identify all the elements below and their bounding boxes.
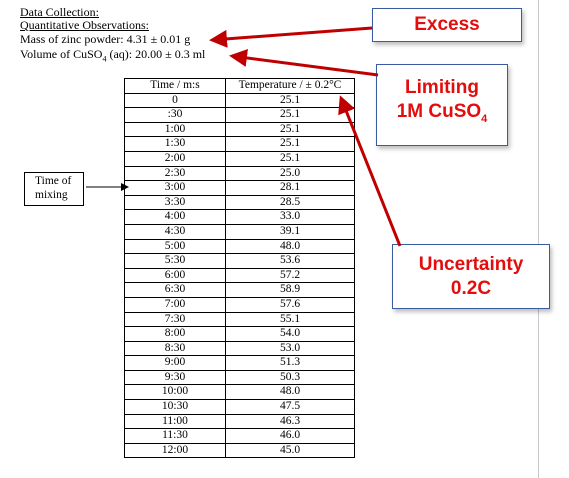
temperature-cell: 25.1 <box>225 92 355 109</box>
table-row: 6:00 57.2 <box>124 267 355 284</box>
time-cell: 6:30 <box>124 282 226 298</box>
callout-limiting: Limiting 1M CuSO4 <box>376 64 508 146</box>
table-body: 0 25.1:30 25.1 1:00 25.1 1:30 25.1 2:00 25.1 2:30… <box>124 92 355 459</box>
arrow-limiting <box>229 49 379 77</box>
subsection-title: Quantitative Observations: <box>20 18 149 32</box>
time-cell: 12:00 <box>124 442 226 459</box>
arrow-excess <box>209 26 373 48</box>
time-cell: 2:00 <box>124 150 226 167</box>
section-title: Data Collection: <box>20 5 99 19</box>
temperature-cell: 45.0 <box>225 442 355 459</box>
temperature-cell: 28.5 <box>225 194 355 211</box>
table-row: 12:00 45.0 <box>124 442 355 459</box>
callout-excess: Excess <box>372 8 522 42</box>
time-of-mixing-label: Time of mixing <box>24 172 84 206</box>
arrow-uncertainty <box>338 95 402 247</box>
note-line2: mixing <box>35 189 68 201</box>
callout-uncertainty-line1: Uncertainty <box>418 254 524 275</box>
table-row: 6:30 58.9 <box>124 282 355 298</box>
callout-uncertainty: Uncertainty 0.2C <box>392 244 550 309</box>
temperature-cell: 54.0 <box>225 326 355 342</box>
table-row: 4:30 39.1 <box>124 223 355 240</box>
callout-excess-text: Excess <box>414 14 480 35</box>
temperature-cell: 25.1 <box>225 107 355 123</box>
callout-limiting-line1: Limiting <box>405 77 479 98</box>
time-cell: 7:30 <box>124 311 226 328</box>
mass-line: Mass of zinc powder: 4.31 ± 0.01 g <box>20 32 191 46</box>
temperature-table: Time / m:s Temperature / ± 0.2°C 0 25.1:3… <box>124 78 355 459</box>
time-cell: 5:30 <box>124 253 226 269</box>
temperature-cell: 50.3 <box>225 369 355 386</box>
temperature-cell: 53.0 <box>225 340 355 357</box>
table-header-row: Time / m:s Temperature / ± 0.2°C <box>124 78 355 94</box>
table-row: 4:00 33.0 <box>124 209 355 225</box>
table-row: 8:00 54.0 <box>124 326 355 342</box>
volume-prefix: Volume of CuSO <box>20 47 103 61</box>
table-row: 0 25.1 <box>124 92 355 109</box>
note-line1: Time of <box>35 175 72 187</box>
time-cell: 4:00 <box>124 209 226 225</box>
table-row: 3:00 28.1 <box>124 180 355 196</box>
table-row: 2:30 25.0 <box>124 165 355 182</box>
volume-line: Volume of CuSO4 (aq): 20.00 ± 0.3 ml <box>20 47 205 66</box>
table-row: 10:30 47.5 <box>124 399 355 415</box>
callout-uncertainty-line2: 0.2C <box>450 278 492 299</box>
volume-sub: 4 <box>102 54 107 64</box>
callout-limiting-cuso: 1M CuSO <box>396 101 482 122</box>
table-row: :30 25.1 <box>124 107 355 123</box>
col-temp-header: Temperature / ± 0.2°C <box>225 78 355 94</box>
volume-suffix: (aq): 20.00 ± 0.3 ml <box>106 47 206 61</box>
callout-limiting-line2: 1M CuSO4 <box>377 100 507 131</box>
table-row: 5:30 53.6 <box>124 253 355 269</box>
callout-limiting-sub: 4 <box>481 112 488 125</box>
page-edge-line <box>538 0 539 478</box>
